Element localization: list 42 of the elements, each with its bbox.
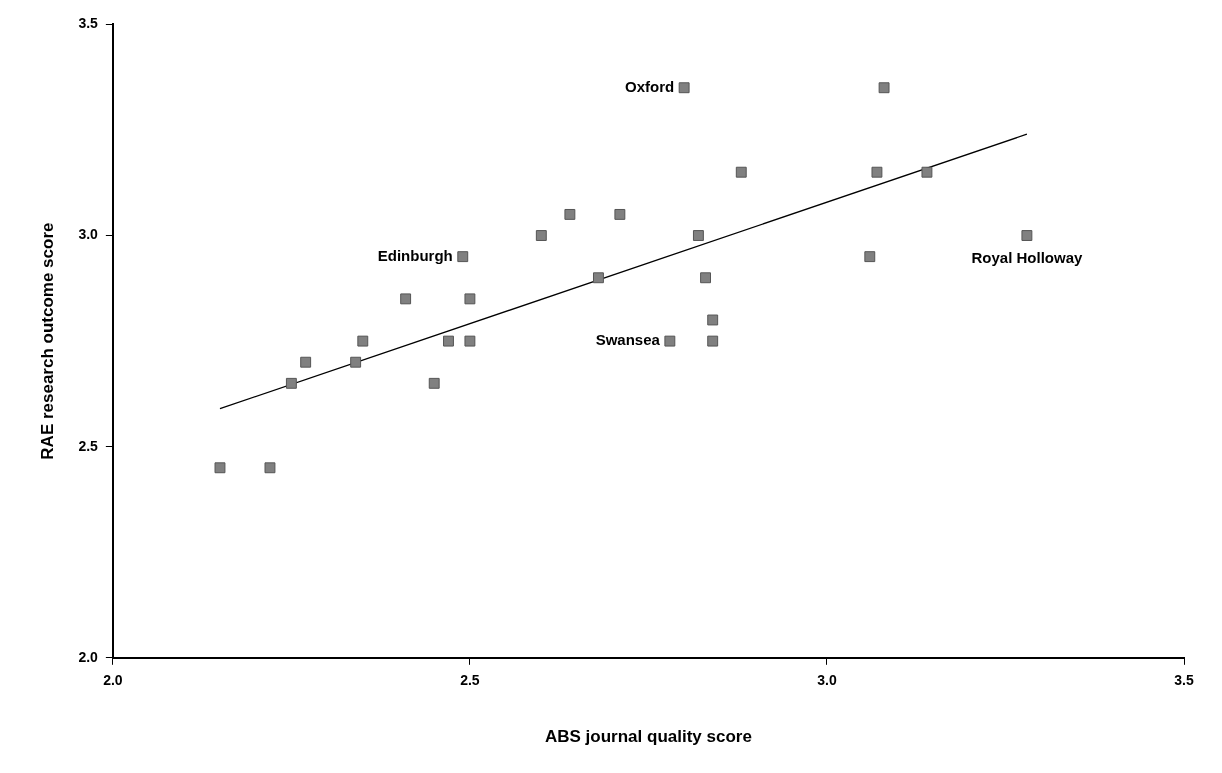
point	[1021, 230, 1033, 241]
annotation: Swansea	[595, 331, 661, 349]
y-tick-label: 3.5	[78, 15, 99, 32]
point	[443, 335, 454, 347]
point	[464, 293, 476, 305]
point	[707, 314, 719, 326]
point	[457, 251, 469, 263]
y-tick-label: 2.5	[78, 437, 99, 454]
point	[264, 462, 276, 474]
point	[735, 166, 747, 178]
point	[564, 208, 576, 220]
point	[400, 293, 412, 305]
point	[921, 166, 933, 178]
y-tick-label: 3.0	[78, 226, 99, 243]
annotation: Oxford	[624, 77, 675, 95]
point	[878, 82, 890, 94]
y-tick-label: 2.0	[78, 648, 99, 665]
x-tick-label: 2.5	[460, 672, 480, 689]
point	[428, 377, 440, 389]
point	[300, 356, 312, 368]
point	[692, 230, 704, 241]
y-axis-title: RAE research outcome score	[37, 222, 57, 460]
point	[678, 82, 690, 94]
point	[707, 335, 719, 347]
point	[464, 335, 476, 347]
point	[285, 377, 297, 389]
point	[864, 251, 876, 263]
point	[871, 166, 883, 178]
x-tick-label: 3.0	[817, 672, 837, 689]
x-tick-label: 3.5	[1174, 672, 1194, 689]
x-tick-label: 2.0	[103, 672, 123, 689]
point	[214, 462, 226, 474]
annotation: Royal Holloway	[971, 248, 1083, 266]
point	[664, 335, 676, 347]
point	[593, 272, 604, 284]
point	[700, 272, 712, 284]
annotation: Edinburgh	[377, 246, 453, 264]
point	[350, 356, 362, 368]
point	[357, 335, 369, 347]
x-axis-title: ABS journal quality score	[544, 727, 752, 747]
point	[535, 230, 547, 241]
point	[614, 208, 626, 220]
